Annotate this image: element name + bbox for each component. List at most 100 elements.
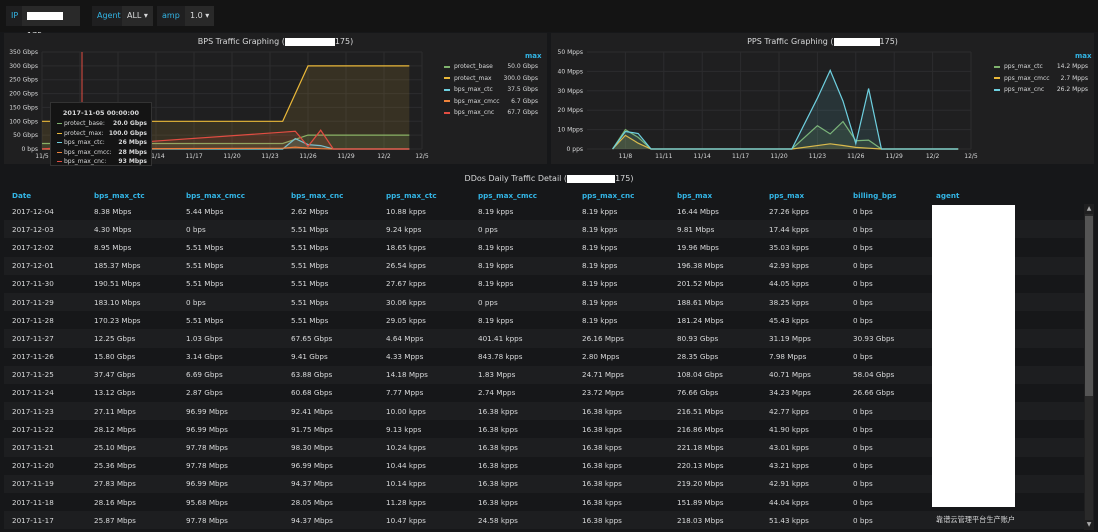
- table-cell: 5.51 Mbps: [178, 274, 283, 293]
- ip-select[interactable]: 175 ▾: [22, 6, 80, 40]
- table-cell: 42.93 kpps: [761, 256, 845, 275]
- table-cell: 靠谱云管理平台生产账户: [928, 511, 1094, 530]
- column-header-billing-bps[interactable]: billing_bps: [853, 190, 897, 200]
- legend-max-value: 6.7 Gbps: [511, 97, 538, 105]
- table-cell: 16.38 kpps: [470, 438, 574, 457]
- table-cell: 97.78 Mbps: [178, 438, 283, 457]
- redacted-ip: [284, 37, 335, 46]
- column-header-bps-max-ctc[interactable]: bps_max_ctc: [94, 190, 145, 200]
- column-header-agent[interactable]: agent: [936, 190, 960, 200]
- table-row: 2017-11-24 13.12 Gbps 2.87 Gbps 60.68 Gbps 7…: [4, 383, 1094, 403]
- table-cell: 16.38 kpps: [574, 402, 669, 421]
- table-cell: 216.86 Mbps: [669, 420, 761, 439]
- tooltip-swatch: [57, 161, 62, 162]
- table-cell: 18.65 kpps: [378, 238, 470, 257]
- series-area-pps_max_cmcc: [612, 135, 959, 149]
- table-row: 2017-11-25 37.47 Gbps 6.69 Gbps 63.88 Gbps 1…: [4, 365, 1094, 384]
- table-cell: 4.30 Mbps: [86, 220, 178, 239]
- table-cell: 96.99 Mbps: [178, 474, 283, 493]
- scroll-thumb[interactable]: [1085, 216, 1093, 396]
- amp-select[interactable]: 1.0 ▾: [185, 6, 215, 26]
- table-cell: 76.66 Gbps: [669, 383, 761, 403]
- x-tick-label: 11/17: [185, 153, 202, 160]
- tooltip-row: bps_max_cnc: 93 Mbps: [51, 158, 151, 168]
- legend-item[interactable]: bps_max_cnc 67.7 Gbps: [444, 109, 538, 116]
- table-cell: 98.30 Mbps: [283, 438, 378, 457]
- table-cell: 26.54 kpps: [378, 256, 470, 275]
- column-header-pps-max-cmcc[interactable]: pps_max_cmcc: [478, 190, 538, 200]
- pps-chart[interactable]: 0 pps 10 Mpps 20 Mpps 30 Mpps 40 Mpps 50 Mpps…: [551, 33, 1094, 164]
- column-header-date[interactable]: Date: [12, 190, 32, 200]
- table-cell: 51.43 kpps: [761, 511, 845, 530]
- scroll-down-icon[interactable]: ▼: [1086, 521, 1092, 528]
- x-tick-label: 11/20: [223, 153, 240, 160]
- series-area-bps_max_ctc: [42, 138, 410, 149]
- legend-item[interactable]: pps_max_ctc 14.2 Mpps: [994, 63, 1088, 70]
- table-cell: 8.19 kpps: [470, 274, 574, 293]
- column-header-pps-max[interactable]: pps_max: [769, 190, 805, 200]
- table-cell: 30.06 kpps: [378, 292, 470, 312]
- legend-max-value: 2.7 Mpps: [1060, 74, 1088, 82]
- table-row: 2017-12-01 185.37 Mbps 5.51 Mbps 5.51 Mbps 2…: [4, 256, 1094, 275]
- table-cell: 26.66 Gbps: [845, 383, 928, 403]
- table-cell: 45.43 kpps: [761, 311, 845, 330]
- scroll-up-icon[interactable]: ▲: [1086, 205, 1092, 212]
- table-body: 2017-12-04 8.38 Mbps 5.44 Mbps 2.62 Mbps 10.…: [4, 202, 1094, 530]
- legend-item[interactable]: bps_max_ctc 37.5 Gbps: [444, 86, 538, 94]
- legend-name: bps_max_ctc: [454, 86, 493, 94]
- column-header-bps-max-cnc[interactable]: bps_max_cnc: [291, 190, 344, 200]
- table-cell: 44.05 kpps: [761, 274, 845, 293]
- table-cell: 94.37 Mbps: [283, 474, 378, 493]
- legend-name: pps_max_cnc: [1004, 86, 1045, 94]
- table-cell: 27.67 kpps: [378, 274, 470, 293]
- table-cell: 2017-11-26: [4, 347, 86, 366]
- tooltip-swatch: [57, 123, 62, 124]
- table-cell: 9.81 Mbps: [669, 220, 761, 239]
- table-cell: 5.44 Mbps: [178, 202, 283, 221]
- table-row: 2017-11-26 15.80 Gbps 3.14 Gbps 9.41 Gbps 4.…: [4, 347, 1094, 366]
- table-cell: 8.19 kpps: [574, 238, 669, 257]
- legend-item[interactable]: protect_max 300.0 Gbps: [444, 75, 538, 82]
- legend-item[interactable]: bps_max_cmcc 6.7 Gbps: [444, 98, 538, 105]
- column-header-bps-max-cmcc[interactable]: bps_max_cmcc: [186, 190, 246, 200]
- table-cell: 0 bps: [845, 202, 928, 221]
- table-cell: 1.03 Gbps: [178, 329, 283, 348]
- table-cell: 27.26 kpps: [761, 202, 845, 221]
- x-tick-label: 11/8: [619, 153, 633, 160]
- bps-title-prefix: BPS Traffic Graphing (: [197, 37, 285, 46]
- legend-swatch: [444, 65, 450, 68]
- table-cell: 67.65 Gbps: [283, 329, 378, 348]
- table-cell: 40.71 Mpps: [761, 365, 845, 384]
- table-cell: 5.51 Mbps: [178, 238, 283, 257]
- table-cell: 218.03 Mbps: [669, 511, 761, 530]
- column-header-pps-max-cnc[interactable]: pps_max_cnc: [582, 190, 635, 200]
- table-cell: 92.41 Mbps: [283, 402, 378, 421]
- table-cell: 8.19 kpps: [574, 311, 669, 330]
- ip-label: IP: [6, 6, 24, 26]
- table-cell: 43.01 kpps: [761, 438, 845, 457]
- legend-swatch: [994, 65, 1000, 68]
- table-cell: 91.75 Mbps: [283, 420, 378, 439]
- table-row: 2017-11-18 28.16 Mbps 95.68 Mbps 28.05 Mbps…: [4, 493, 1094, 512]
- agent-select[interactable]: ALL ▾: [122, 6, 153, 26]
- series-line-pps_max_cmcc: [612, 134, 959, 150]
- table-cell: 5.51 Mbps: [283, 238, 378, 257]
- legend-max-value: 300.0 Gbps: [503, 74, 538, 82]
- table-cell: 185.37 Mbps: [86, 256, 178, 275]
- column-header-pps-max-ctc[interactable]: pps_max_ctc: [386, 190, 437, 200]
- table-cell: 2017-11-21: [4, 438, 86, 457]
- table-row: 2017-11-19 27.83 Mbps 96.99 Mbps 94.37 Mbps…: [4, 474, 1094, 493]
- table-cell: 0 bps: [845, 256, 928, 275]
- table-cell: 183.10 Mbps: [86, 292, 178, 312]
- legend-item[interactable]: pps_max_cmcc 2.7 Mpps: [994, 75, 1088, 82]
- column-header-bps-max[interactable]: bps_max: [677, 190, 713, 200]
- legend-item[interactable]: pps_max_cnc 26.2 Mpps: [994, 86, 1088, 94]
- table-cell: 97.78 Mbps: [178, 511, 283, 530]
- table-row: 2017-11-23 27.11 Mbps 96.99 Mbps 92.41 Mbps…: [4, 402, 1094, 421]
- traffic-table: Date bps_max_ctc bps_max_cmcc bps_max_cnc pp…: [4, 188, 1094, 530]
- legend-item[interactable]: protect_base 50.0 Gbps: [444, 63, 538, 70]
- table-cell: 16.38 kpps: [470, 420, 574, 439]
- table-cell: 95.68 Mbps: [178, 493, 283, 512]
- table-cell: 2017-12-02: [4, 238, 86, 257]
- table-scrollbar[interactable]: ▲ ▼: [1084, 204, 1094, 530]
